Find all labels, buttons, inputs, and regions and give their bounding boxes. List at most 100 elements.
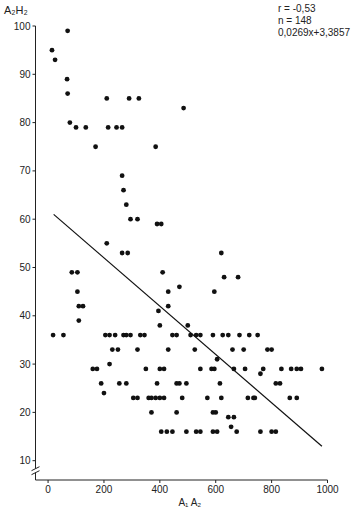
- point: [65, 91, 70, 96]
- y-axis-label: A₂H₂: [4, 4, 28, 16]
- point: [236, 275, 241, 280]
- x-tick: [159, 480, 160, 483]
- x-axis-label: A₁ A₂: [178, 497, 201, 508]
- point: [220, 333, 225, 338]
- point: [245, 395, 250, 400]
- x-tick-label: 800: [263, 484, 280, 495]
- point: [212, 367, 217, 372]
- point: [265, 347, 270, 352]
- x-tick-label: 600: [207, 484, 224, 495]
- chart: 10203040506070809010002004006008001000A₂…: [0, 0, 355, 509]
- y-tick: [33, 26, 36, 27]
- y-tick: [33, 267, 36, 268]
- point: [258, 371, 263, 376]
- point: [114, 125, 119, 130]
- point: [124, 333, 129, 338]
- point: [261, 367, 266, 372]
- point: [76, 318, 81, 323]
- point: [211, 333, 216, 338]
- point: [218, 381, 223, 386]
- point: [226, 415, 231, 420]
- point: [198, 429, 203, 434]
- x-tick: [271, 480, 272, 483]
- point: [180, 395, 185, 400]
- x-tick: [215, 480, 216, 483]
- point: [213, 410, 218, 415]
- y-tick: [33, 364, 36, 365]
- point: [273, 429, 278, 434]
- point: [184, 429, 189, 434]
- point: [110, 347, 115, 352]
- y-tick-label: 70: [19, 165, 31, 176]
- point: [230, 347, 235, 352]
- point: [131, 395, 136, 400]
- point: [289, 367, 294, 372]
- point: [51, 333, 56, 338]
- point: [83, 125, 88, 130]
- point: [143, 367, 148, 372]
- point: [116, 347, 121, 352]
- background: [0, 0, 355, 509]
- x-axis: [36, 480, 328, 481]
- point: [135, 217, 140, 222]
- point: [95, 367, 100, 372]
- y-tick-label: 20: [19, 407, 31, 418]
- point: [50, 48, 55, 53]
- y-tick-label: 10: [19, 455, 31, 466]
- point: [104, 96, 109, 101]
- point: [124, 381, 129, 386]
- point: [75, 270, 80, 275]
- point: [212, 289, 217, 294]
- point: [231, 415, 236, 420]
- point: [166, 289, 171, 294]
- point: [113, 333, 118, 338]
- point: [120, 125, 125, 130]
- point: [103, 333, 108, 338]
- point: [211, 429, 216, 434]
- point: [174, 333, 179, 338]
- point: [159, 222, 164, 227]
- annotation: 0,0269x+3,3857: [278, 27, 350, 38]
- point: [159, 429, 164, 434]
- x-tick: [103, 480, 104, 483]
- point: [149, 410, 154, 415]
- axis-break: [32, 467, 40, 475]
- point: [258, 429, 263, 434]
- point: [157, 395, 162, 400]
- point: [222, 275, 227, 280]
- point: [278, 381, 283, 386]
- point: [237, 333, 242, 338]
- point: [102, 391, 107, 396]
- point: [156, 309, 161, 314]
- point: [120, 251, 125, 256]
- point: [136, 96, 141, 101]
- point: [81, 304, 86, 309]
- y-tick-label: 100: [14, 21, 31, 32]
- point: [155, 381, 160, 386]
- point: [299, 367, 304, 372]
- x-tick: [48, 480, 49, 483]
- point: [181, 106, 186, 111]
- point: [90, 367, 95, 372]
- point: [287, 395, 292, 400]
- y-tick: [33, 315, 36, 316]
- y-tick: [33, 74, 36, 75]
- point: [65, 28, 70, 33]
- point: [205, 395, 210, 400]
- point: [192, 347, 197, 352]
- point: [125, 251, 130, 256]
- point: [219, 395, 224, 400]
- point: [320, 367, 325, 372]
- point: [174, 410, 179, 415]
- point: [294, 367, 299, 372]
- y-tick: [33, 412, 36, 413]
- regression-line: [54, 214, 322, 446]
- point: [177, 284, 182, 289]
- point: [93, 144, 98, 149]
- point: [241, 347, 246, 352]
- point: [149, 395, 154, 400]
- x-tick: [327, 480, 328, 483]
- point: [198, 333, 203, 338]
- point: [138, 333, 143, 338]
- point: [162, 395, 167, 400]
